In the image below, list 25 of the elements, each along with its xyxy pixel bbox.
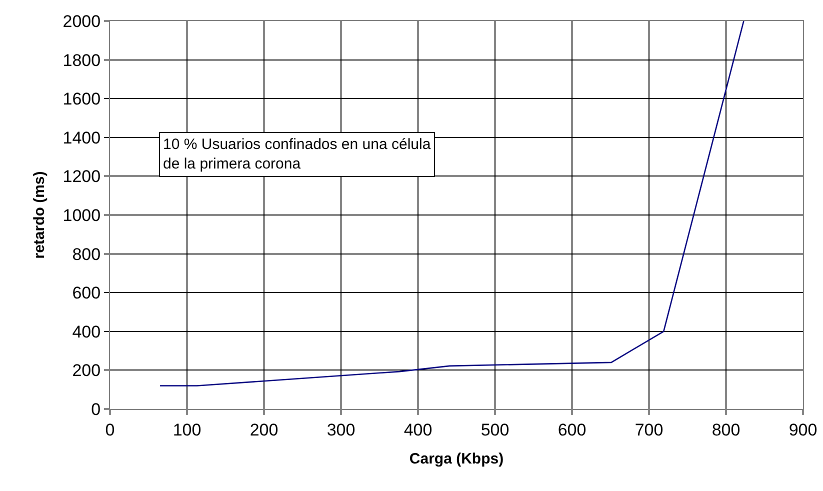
x-tick-label: 100: [172, 420, 202, 440]
x-tick-label: 300: [326, 420, 356, 440]
x-tick-label: 800: [712, 420, 740, 440]
y-tick-label: 1000: [62, 206, 101, 225]
x-tick-label: 400: [404, 420, 432, 440]
x-tick-label: 700: [634, 420, 664, 440]
y-tick-label: 1200: [62, 167, 101, 186]
y-tick-label: 600: [72, 284, 101, 303]
line-series: [159, 21, 744, 386]
x-axis-title: Carga (Kbps): [409, 450, 504, 468]
x-tick-label: 500: [480, 420, 510, 440]
y-tick-label: 1800: [62, 50, 101, 70]
x-tick-label: 600: [558, 420, 586, 440]
y-tick-label: 1400: [62, 128, 101, 148]
y-axis-title: retardo (ms): [31, 171, 48, 259]
y-tick-label: 200: [72, 361, 101, 380]
y-tick-label: 1600: [62, 90, 101, 109]
x-tick-label: 900: [788, 420, 818, 440]
annotation: 10 % Usuarios confinados en una célula de la primera corona: [163, 136, 432, 172]
y-tick-label: 2000: [62, 12, 101, 31]
x-tick-label: 0: [105, 420, 115, 440]
y-tick-label: 0: [91, 400, 101, 419]
x-tick-label: 200: [250, 420, 278, 440]
y-tick-label: 800: [72, 244, 101, 264]
y-tick-label: 400: [72, 322, 101, 342]
